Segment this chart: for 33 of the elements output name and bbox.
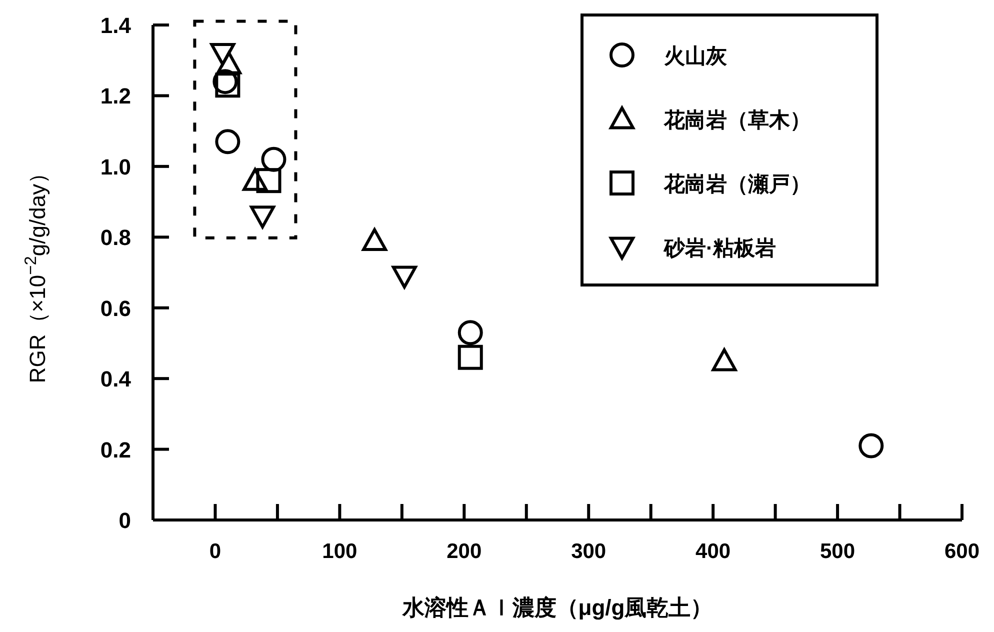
- x-axis-title: 水溶性Ａｌ濃度（μg/g風乾土）: [401, 595, 713, 620]
- x-tick-label: 0: [209, 540, 222, 563]
- point: [215, 129, 240, 154]
- legend-label: 砂岩·粘板岩: [663, 237, 776, 260]
- x-tick-label: 300: [571, 540, 606, 563]
- point: [256, 168, 282, 194]
- x-tick-label: 500: [820, 540, 856, 563]
- point: [250, 206, 276, 228]
- legend-label: 火山灰: [664, 45, 728, 68]
- x-tick-label: 200: [446, 540, 482, 563]
- y-tick-label: 0.4: [100, 366, 132, 392]
- point: [261, 146, 286, 172]
- point: [458, 320, 483, 346]
- x-tick-label: 600: [944, 540, 980, 563]
- y-tick-label: 1.0: [100, 154, 131, 180]
- y-tick-label: 1.4: [100, 13, 132, 38]
- y-tick-label: 1.2: [100, 84, 131, 109]
- legend-label: 花崗岩（瀬戸）: [663, 173, 811, 196]
- y-tick-label: 0.8: [100, 225, 131, 250]
- point: [216, 51, 242, 74]
- legend-label: 花崗岩（草木）: [663, 109, 811, 132]
- point: [392, 266, 417, 289]
- x-tick-label: 100: [322, 540, 358, 563]
- point: [458, 344, 483, 370]
- y-tick-label: 0.2: [100, 437, 131, 462]
- point: [362, 228, 388, 251]
- point: [210, 42, 236, 66]
- y-tick-label: 0.6: [100, 296, 131, 321]
- point: [712, 348, 737, 372]
- x-tick-label: 400: [696, 540, 731, 563]
- y-tick-label: 0: [118, 508, 131, 533]
- point: [858, 433, 884, 458]
- point: [242, 168, 268, 191]
